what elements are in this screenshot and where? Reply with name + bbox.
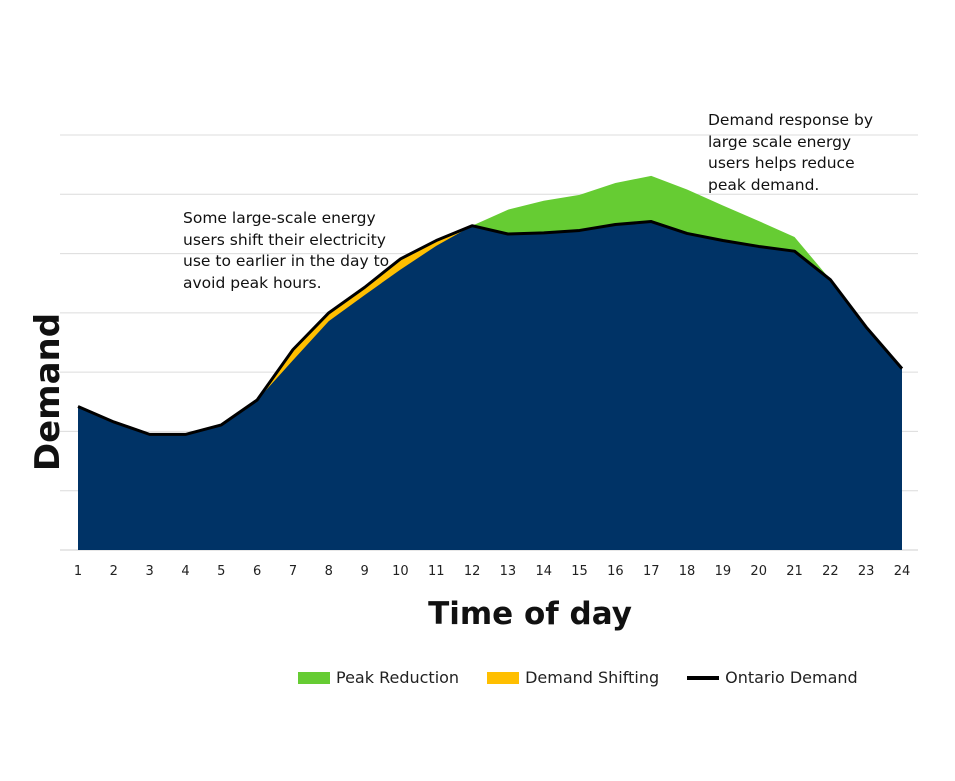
x-tick-label: 13 — [500, 564, 517, 579]
legend-label-peak-reduction: Peak Reduction — [336, 668, 460, 687]
legend-item-peak-reduction: Peak Reduction — [298, 668, 459, 687]
x-tick-label: 22 — [822, 564, 839, 579]
x-tick-label: 17 — [643, 564, 660, 579]
legend-label-ontario-demand: Ontario Demand — [725, 668, 858, 687]
x-tick-label: 8 — [325, 564, 333, 579]
x-tick-label: 6 — [253, 564, 261, 579]
x-tick-label: 20 — [750, 564, 767, 579]
legend-swatch-peak-reduction — [298, 671, 330, 684]
line-ontario-demand — [77, 220, 904, 436]
x-axis-ticks: 1 2 3 4 5 6 7 8 9 10 11 12 13 14 15 16 17 18 19 20 21 22 23 24 — [74, 564, 910, 579]
x-tick-label: 9 — [360, 564, 368, 579]
area-demand-base — [78, 221, 902, 551]
legend-label-demand-shifting: Demand Shifting — [525, 668, 660, 687]
x-tick-label: 16 — [607, 564, 624, 579]
x-tick-label: 2 — [110, 564, 118, 579]
legend: Peak Reduction Demand Shifting Ontario D… — [298, 668, 886, 687]
x-tick-label: 24 — [894, 564, 911, 579]
x-tick-label: 15 — [571, 564, 588, 579]
x-tick-label: 4 — [181, 564, 189, 579]
annotation-demand-shifting: Some large-scale energy users shift thei… — [183, 209, 390, 292]
x-tick-label: 1 — [74, 564, 82, 579]
legend-item-ontario-demand: Ontario Demand — [687, 668, 858, 687]
x-tick-label: 21 — [786, 564, 803, 579]
chart-lines — [77, 220, 904, 436]
x-tick-label: 14 — [535, 564, 552, 579]
x-tick-label: 5 — [217, 564, 225, 579]
legend-swatch-ontario-demand — [687, 675, 720, 680]
chart-areas — [78, 175, 902, 551]
annotation-peak-reduction: Demand response by large scale energy us… — [708, 111, 873, 194]
x-tick-label: 11 — [428, 564, 445, 579]
legend-swatch-demand-shifting — [487, 671, 520, 684]
x-tick-label: 18 — [679, 564, 696, 579]
x-tick-label: 12 — [464, 564, 481, 579]
y-axis-label: Demand — [28, 312, 68, 472]
x-tick-label: 19 — [715, 564, 732, 579]
x-tick-label: 3 — [146, 564, 154, 579]
x-axis-label: Time of day — [428, 596, 632, 632]
x-tick-label: 7 — [289, 564, 297, 579]
x-tick-label: 23 — [858, 564, 875, 579]
x-tick-label: 10 — [392, 564, 409, 579]
legend-item-demand-shifting: Demand Shifting — [487, 668, 659, 687]
